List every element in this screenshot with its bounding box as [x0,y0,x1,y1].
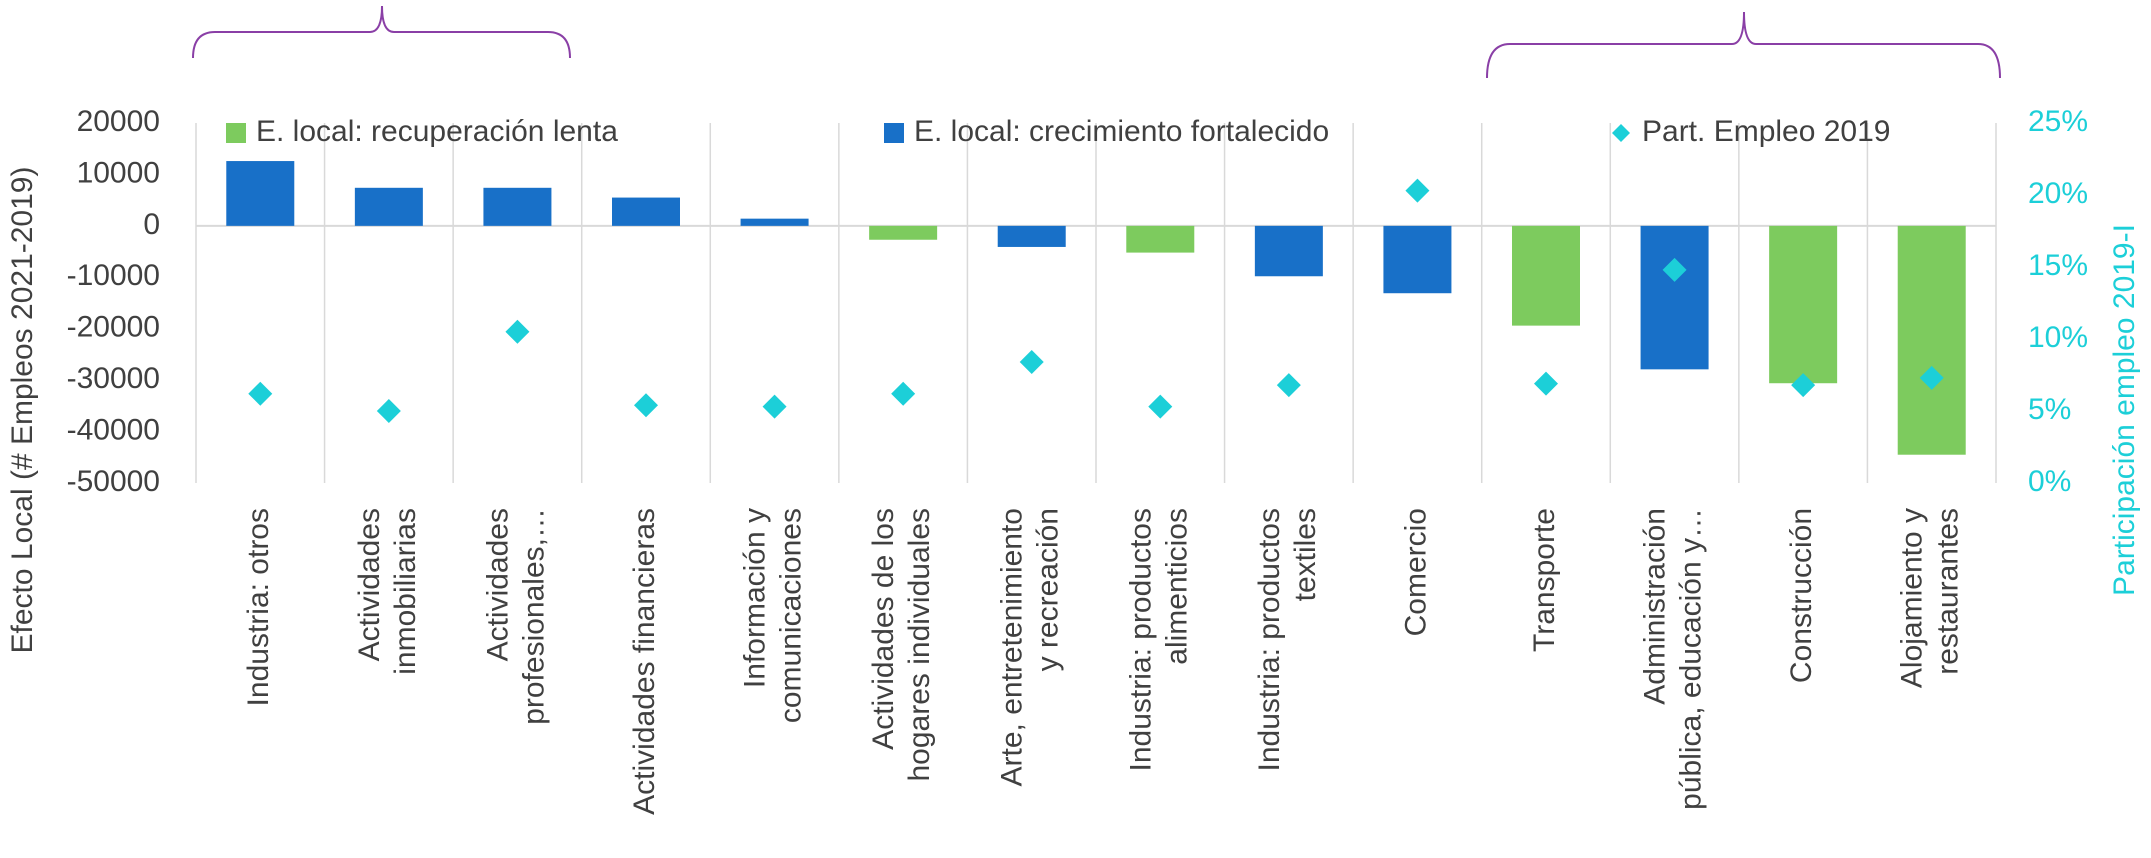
diamond-point [762,394,787,419]
y-tick-label: -40000 [67,413,160,446]
bar [869,225,938,240]
diamond-point [1791,373,1816,398]
y2-tick-label: 5% [2028,393,2071,426]
diamond-point [505,319,530,344]
x-tick-label: Construcción [1785,508,1818,683]
bar [1640,225,1709,370]
bracket [192,5,571,59]
y2-tick-label: 25% [2028,105,2088,138]
bar [1512,225,1580,326]
y2-tick-label: 10% [2028,321,2088,354]
bar [1254,225,1323,277]
legend-marker [226,123,246,143]
y-tick-label: -30000 [67,362,160,395]
diamond-point [891,381,916,406]
x-tick-label: Industria: productos textiles [1253,508,1322,771]
bar [226,161,295,226]
y-tick-label: 10000 [77,156,160,189]
legend-label: E. local: crecimiento fortalecido [914,115,1329,148]
diamond-point [1405,178,1430,203]
legend-label: E. local: recuperación lenta [256,115,618,148]
x-tick-label: Alojamiento y restaurantes [1896,508,1965,688]
x-tick-label: Actividades de los hogares individuales [867,508,936,782]
y-axis-title: Efecto Local (# Empleos 2021-2019) [6,167,39,654]
x-tick-label: Administración pública, educación y… [1638,508,1707,810]
diamond-point [1919,365,1944,390]
x-tick-label: Actividades financieras [628,508,661,815]
bar [740,218,809,226]
bar [1383,225,1452,294]
bar [612,197,680,226]
y-tick-label: 20000 [77,105,160,138]
legend-label: Part. Empleo 2019 [1642,115,1890,148]
y-tick-label: -20000 [67,311,160,344]
y-tick-label: 0 [143,208,160,241]
diamond-point [1276,373,1301,398]
bar [483,187,552,226]
bracket [1486,11,2001,79]
diamond-point [1148,394,1173,419]
legend-marker [884,123,904,143]
bar [354,187,423,226]
bar [997,225,1066,247]
diamond-point [376,399,401,423]
x-tick-label: Arte, entretenimiento y recreación [996,508,1065,786]
y2-tick-label: 15% [2028,249,2088,282]
x-tick-label: Información y comunicaciones [738,508,807,723]
x-tick-label: Comercio [1399,508,1432,636]
y2-axis-title: Participación empleo 2019-I [2108,224,2141,596]
bar [1126,225,1195,253]
diamond-point [634,393,658,418]
diamond-point [1662,257,1687,282]
x-tick-label: Actividades profesionales,… [481,508,550,725]
y-tick-label: -10000 [67,259,160,292]
bar [1897,225,1966,455]
bar [1769,225,1838,384]
x-tick-label: Industria: productos alimenticios [1124,508,1193,771]
diamond-point [248,381,273,406]
x-tick-label: Industria: otros [242,508,275,706]
diamond-point [1019,350,1044,375]
y2-tick-label: 20% [2028,177,2088,210]
legend-marker [1612,124,1630,142]
x-tick-label: Actividades inmobiliarias [353,508,422,675]
diamond-point [1534,371,1558,396]
x-tick-label: Transporte [1528,508,1561,652]
y2-tick-label: 0% [2028,465,2071,498]
y-tick-label: -50000 [67,465,160,498]
